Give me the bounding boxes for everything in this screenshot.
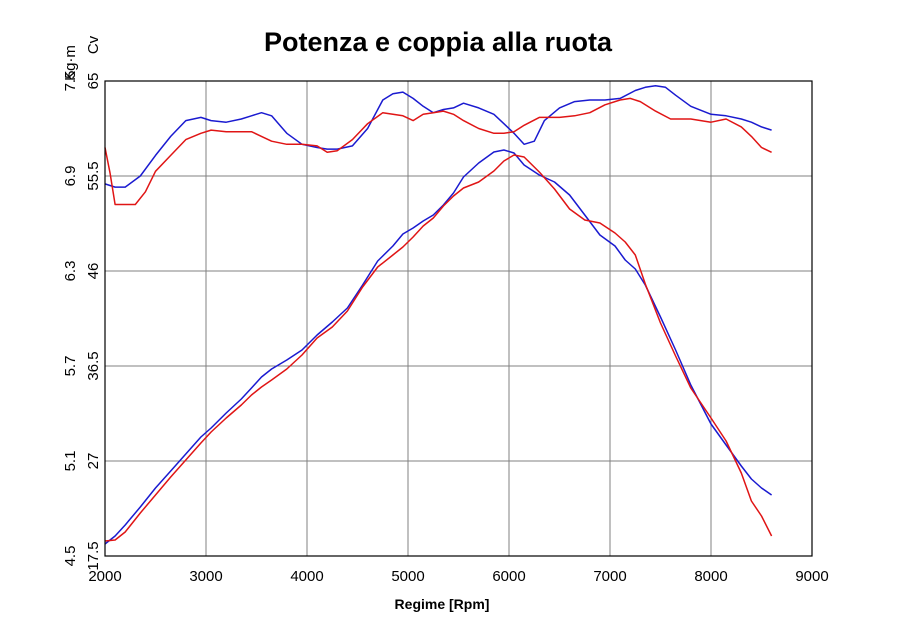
grid <box>105 81 812 556</box>
chart-title: Potenza e coppia alla ruota <box>264 27 613 57</box>
torque-series-line-1 <box>104 97 772 206</box>
power-tick-label: 65 <box>85 73 102 90</box>
torque-tick-label: 4.5 <box>62 546 79 567</box>
x-tick-label: 5000 <box>391 568 424 585</box>
x-tick-label: 8000 <box>694 568 727 585</box>
power-tick-label: 27 <box>85 453 102 470</box>
tick-labels: 2000 3000 4000 5000 6000 7000 8000 9000 4.5 17.5 5… <box>62 71 829 585</box>
power-tick-label: 46 <box>85 263 102 280</box>
torque-tick-label: 6.3 <box>62 261 79 282</box>
torque-tick-label: 6.9 <box>62 166 79 187</box>
x-tick-label: 9000 <box>795 568 828 585</box>
power-series-line-2 <box>104 149 773 545</box>
power-tick-label: 17.5 <box>85 541 102 570</box>
x-tick-label: 3000 <box>189 568 222 585</box>
torque-tick-label: 5.1 <box>62 451 79 472</box>
x-tick-label: 7000 <box>593 568 626 585</box>
torque-series-line-0 <box>104 85 772 188</box>
series-lines <box>104 85 773 545</box>
power-series-line-3 <box>104 154 773 542</box>
power-tick-label: 36.5 <box>85 351 102 380</box>
x-tick-label: 4000 <box>290 568 323 585</box>
torque-tick-label: 7.5 <box>62 71 79 92</box>
x-axis-label: Regime [Rpm] <box>395 596 490 612</box>
power-tick-label: 55.5 <box>85 161 102 190</box>
torque-tick-label: 5.7 <box>62 356 79 377</box>
torque-axis-label: Kg·m <box>62 45 79 81</box>
x-tick-label: 2000 <box>88 568 121 585</box>
x-tick-label: 6000 <box>492 568 525 585</box>
power-axis-label: Cv <box>85 35 102 54</box>
plot-frame <box>104 80 813 557</box>
